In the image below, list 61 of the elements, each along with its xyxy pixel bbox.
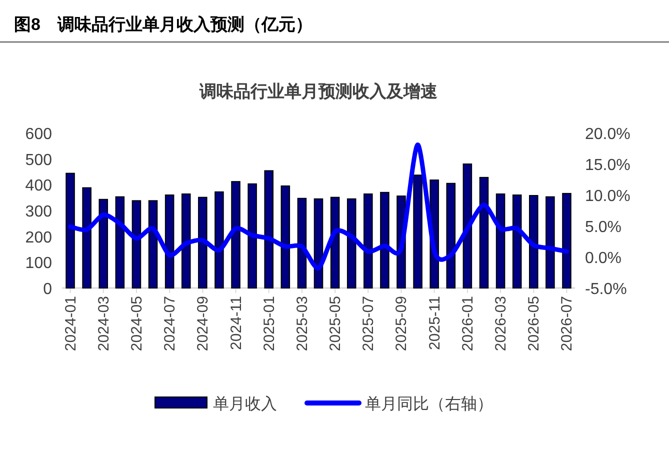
y-tick-label: 500 <box>25 152 52 169</box>
bar <box>446 182 456 288</box>
bar <box>231 181 240 288</box>
x-tick-label: 2025-05 <box>327 296 344 352</box>
bar <box>148 200 158 288</box>
bar <box>280 185 290 288</box>
bar <box>380 192 390 288</box>
bar <box>214 191 224 288</box>
x-tick-label: 2026-03 <box>492 296 510 352</box>
bar <box>82 187 92 288</box>
bar <box>181 193 191 288</box>
bar <box>479 176 489 288</box>
x-tick-label: 2026-01 <box>459 296 476 352</box>
x-tick-label: 2025-09 <box>393 296 410 352</box>
bar <box>297 198 307 288</box>
bar <box>512 194 522 288</box>
y2-tick-label: 5.0% <box>585 219 622 236</box>
x-tick-label: 2024-03 <box>95 296 112 352</box>
x-tick-label: 2024-05 <box>128 296 146 352</box>
x-tick-label: 2025-11 <box>426 296 444 350</box>
y2-tick-label: 0.0% <box>585 250 622 267</box>
bar <box>413 174 422 288</box>
bar <box>546 196 555 288</box>
x-tick-label: 2024-11 <box>228 296 245 350</box>
legend-label: 单月收入 <box>213 395 277 413</box>
y2-tick-label: 15.0% <box>585 157 630 174</box>
bar <box>164 194 174 288</box>
bar <box>528 195 538 288</box>
bar <box>264 170 274 288</box>
bar <box>562 192 572 288</box>
y-tick-label: 100 <box>25 255 52 272</box>
y-tick-label: 200 <box>25 229 52 246</box>
bar <box>66 172 75 288</box>
bar <box>132 200 142 288</box>
bar <box>98 198 108 288</box>
x-tick-label: 2026-07 <box>558 296 576 352</box>
bar <box>346 198 356 288</box>
legend-label: 单月同比（右轴） <box>365 395 493 413</box>
bar <box>496 193 506 288</box>
y-tick-label: 600 <box>25 126 52 143</box>
bar <box>115 196 125 288</box>
x-tick-label: 2024-01 <box>62 296 80 352</box>
y-tick-label: 400 <box>25 178 52 195</box>
x-tick-label: 2025-01 <box>260 296 278 352</box>
chart-title: 图8 调味品行业单月收入预测（亿元） <box>14 15 312 34</box>
y2-tick-label: 20.0% <box>585 126 630 143</box>
x-tick-label: 2024-09 <box>194 296 212 352</box>
y2-tick-label: 10.0% <box>585 188 630 205</box>
bar <box>248 183 257 288</box>
bar <box>198 196 208 288</box>
y2-tick-label: -5.0% <box>585 281 627 298</box>
bar <box>364 193 373 288</box>
y-tick-label: 300 <box>25 204 52 220</box>
x-tick-label: 2025-03 <box>294 296 311 352</box>
x-tick-label: 2024-07 <box>162 296 179 352</box>
chart-subtitle: 调味品行业单月预测收入及增速 <box>198 82 438 101</box>
bar <box>462 164 472 288</box>
x-tick-label: 2026-05 <box>526 296 543 352</box>
line-series <box>68 142 569 270</box>
y-tick-label: 0 <box>43 281 52 298</box>
x-tick-label: 2025-07 <box>360 296 378 352</box>
